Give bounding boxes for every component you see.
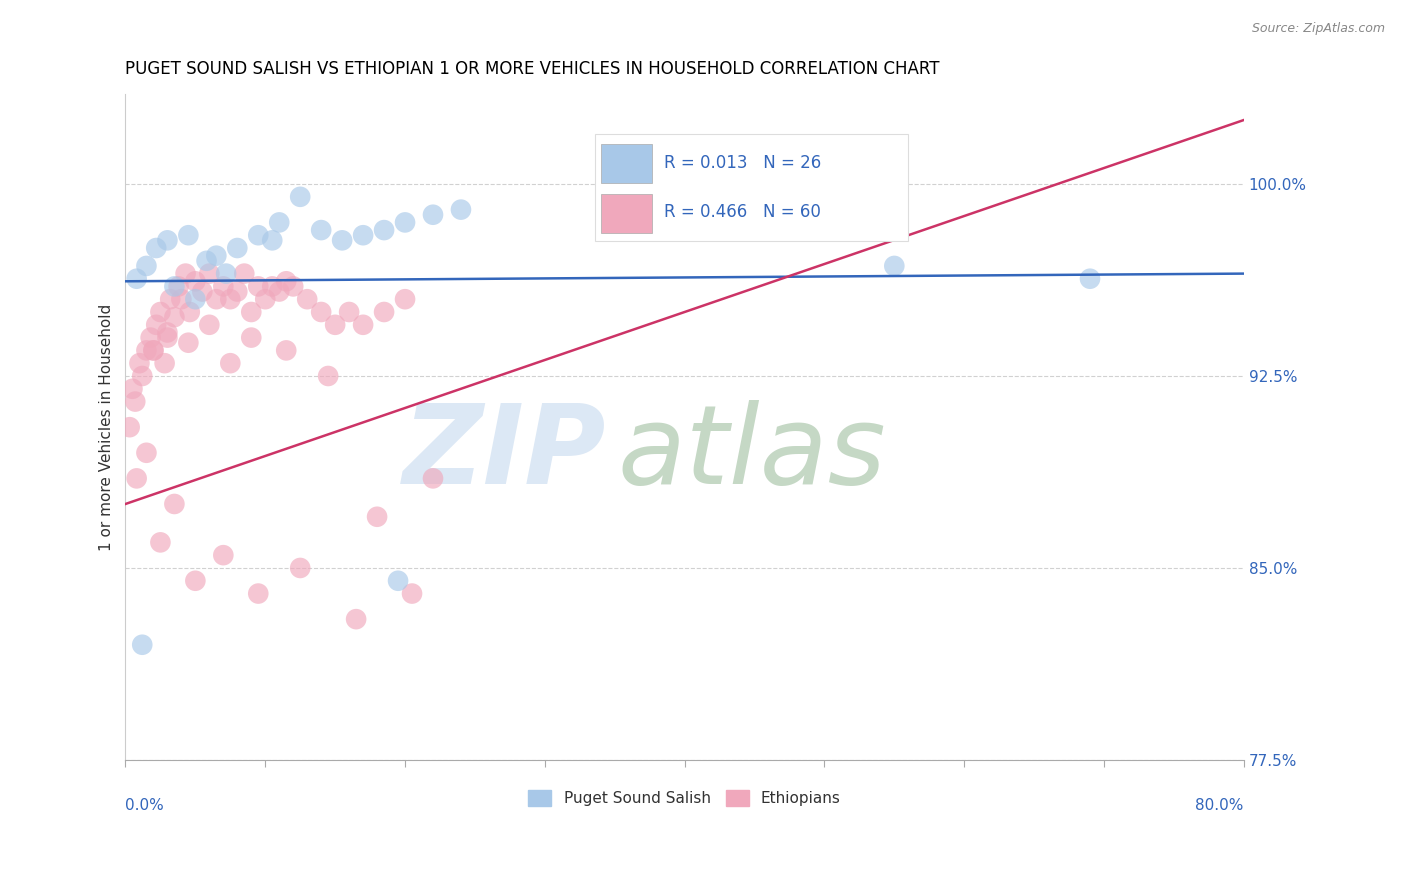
Point	[149, 305, 172, 319]
Point	[1078, 271, 1101, 285]
Point	[240, 330, 263, 344]
Point	[163, 497, 186, 511]
Point	[394, 215, 416, 229]
Point	[198, 267, 221, 281]
Point	[247, 228, 270, 243]
Point	[184, 274, 207, 288]
Point	[295, 292, 318, 306]
Point	[337, 305, 360, 319]
Point	[159, 292, 181, 306]
Point	[198, 318, 221, 332]
Point	[254, 292, 277, 306]
Point	[290, 190, 312, 204]
Point	[135, 259, 157, 273]
Y-axis label: 1 or more Vehicles in Household: 1 or more Vehicles in Household	[100, 303, 114, 550]
Point	[352, 318, 374, 332]
Point	[247, 279, 270, 293]
Point	[422, 208, 444, 222]
Point	[184, 292, 207, 306]
Point	[323, 318, 346, 332]
Point	[352, 228, 374, 243]
Point	[156, 326, 179, 340]
Point	[179, 305, 201, 319]
Text: 80.0%: 80.0%	[1195, 798, 1244, 814]
Point	[309, 223, 332, 237]
Text: 0.0%: 0.0%	[125, 798, 165, 814]
Point	[373, 305, 395, 319]
Point	[131, 369, 153, 384]
Point	[153, 356, 176, 370]
Point	[125, 271, 148, 285]
Point	[344, 612, 367, 626]
Point	[373, 223, 395, 237]
Point	[139, 330, 162, 344]
Text: PUGET SOUND SALISH VS ETHIOPIAN 1 OR MORE VEHICLES IN HOUSEHOLD CORRELATION CHAR: PUGET SOUND SALISH VS ETHIOPIAN 1 OR MOR…	[125, 60, 941, 78]
Point	[156, 233, 179, 247]
Point	[128, 356, 150, 370]
Point	[330, 233, 353, 247]
Point	[387, 574, 409, 588]
Point	[135, 343, 157, 358]
Point	[309, 305, 332, 319]
Point	[177, 228, 200, 243]
Point	[394, 292, 416, 306]
Point	[145, 318, 167, 332]
Point	[124, 394, 146, 409]
Point	[135, 446, 157, 460]
Point	[247, 586, 270, 600]
Point	[262, 279, 284, 293]
Point	[170, 292, 193, 306]
Point	[125, 471, 148, 485]
Point	[219, 356, 242, 370]
Point	[167, 279, 190, 293]
Text: Source: ZipAtlas.com: Source: ZipAtlas.com	[1251, 22, 1385, 36]
Point	[290, 561, 312, 575]
Point	[226, 241, 249, 255]
Point	[142, 343, 165, 358]
Point	[191, 285, 214, 299]
Point	[163, 310, 186, 325]
Point	[142, 343, 165, 358]
Point	[276, 343, 298, 358]
Point	[215, 267, 238, 281]
Point	[366, 509, 388, 524]
Point	[450, 202, 472, 217]
Point	[883, 259, 905, 273]
Text: ZIP: ZIP	[404, 401, 606, 508]
Point	[149, 535, 172, 549]
Point	[163, 279, 186, 293]
Point	[131, 638, 153, 652]
Point	[283, 279, 305, 293]
Point	[121, 382, 143, 396]
Point	[184, 574, 207, 588]
Point	[316, 369, 339, 384]
Text: atlas: atlas	[617, 401, 886, 508]
Point	[205, 292, 228, 306]
Point	[276, 274, 298, 288]
Point	[118, 420, 141, 434]
Legend: Puget Sound Salish, Ethiopians: Puget Sound Salish, Ethiopians	[522, 784, 846, 813]
Point	[401, 586, 423, 600]
Point	[233, 267, 256, 281]
Point	[269, 285, 291, 299]
Point	[269, 215, 291, 229]
Point	[422, 471, 444, 485]
Point	[177, 335, 200, 350]
Point	[212, 279, 235, 293]
Point	[262, 233, 284, 247]
Point	[195, 253, 218, 268]
Point	[240, 305, 263, 319]
Point	[212, 548, 235, 562]
Point	[156, 330, 179, 344]
Point	[219, 292, 242, 306]
Point	[145, 241, 167, 255]
Point	[226, 285, 249, 299]
Point	[205, 249, 228, 263]
Point	[174, 267, 197, 281]
